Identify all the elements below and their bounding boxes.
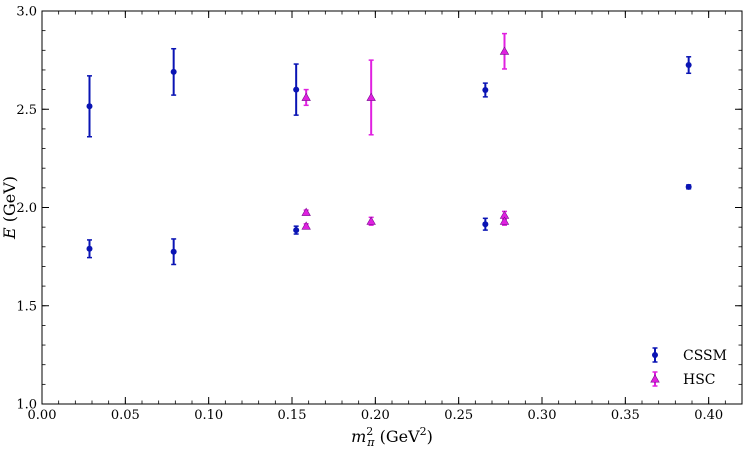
data-point-cssm [293,225,300,235]
data-point-hsc [366,59,376,136]
data-point-cssm [685,183,692,190]
x-tick-label: 0.25 [444,408,473,423]
marker-cssm [293,86,300,93]
y-axis-label: E (GeV) [0,176,19,240]
y-tick-label: 1.5 [16,299,37,314]
marker-cssm [685,183,692,190]
marker-hsc [301,207,311,216]
y-tick-label: 2.5 [16,103,37,118]
marker-hsc [301,92,311,101]
x-tick-label: 0.35 [611,408,640,423]
x-tick-label: 0.10 [194,408,223,423]
x-tick-label: 0.05 [111,408,140,423]
data-point-hsc [499,32,510,70]
data-point-cssm [170,47,177,96]
x-axis-label: m2 π (GeV2) [351,425,433,449]
legend-entry-cssm: CSSM [652,347,727,364]
marker-hsc [301,221,311,230]
data-point-cssm [170,238,177,266]
marker-cssm [170,248,177,255]
marker-cssm [86,103,93,110]
legend-entry-hsc: HSC [650,371,716,388]
marker-cssm [86,245,93,252]
marker-hsc [366,92,376,101]
data-point-cssm [86,75,93,138]
data-point-hsc [301,207,311,216]
y-tick-label: 2.0 [16,201,37,216]
data-point-hsc [499,216,510,226]
marker-hsc [499,46,510,55]
data-point-hsc [301,88,311,107]
marker-cssm [482,86,489,93]
data-point-cssm [293,63,300,116]
data-point-cssm [685,56,692,75]
marker-hsc [499,216,510,225]
legend-label: HSC [683,372,716,388]
marker-cssm [482,221,489,228]
data-point-hsc [366,216,376,226]
legend-marker [650,374,660,383]
x-tick-label: 0.40 [694,408,723,423]
data-point-hsc [301,221,311,230]
x-tick-label: 0.20 [361,408,390,423]
legend-marker [652,352,658,358]
data-point-cssm [482,82,489,98]
x-tick-label: 0.00 [28,408,57,423]
x-tick-label: 0.30 [528,408,557,423]
marker-cssm [293,227,300,234]
marker-cssm [170,68,177,75]
data-point-cssm [86,239,93,259]
plot-frame [41,10,743,405]
marker-hsc [366,216,376,225]
legend-label: CSSM [683,348,727,364]
marker-cssm [685,62,692,69]
y-tick-label: 3.0 [16,5,37,20]
x-tick-label: 0.15 [278,408,307,423]
y-tick-label: 1.0 [16,398,37,413]
data-point-cssm [482,217,489,231]
